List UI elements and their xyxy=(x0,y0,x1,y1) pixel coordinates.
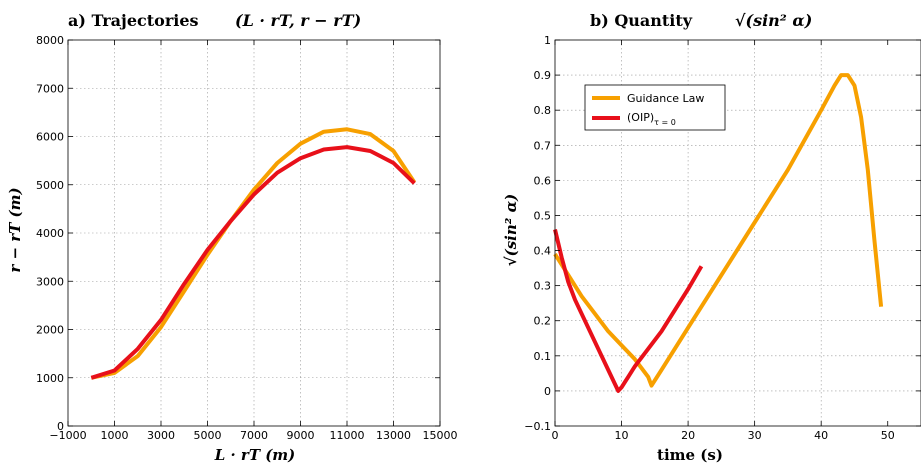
y-tick-label: 1000 xyxy=(36,372,64,385)
x-tick-label: 11000 xyxy=(330,429,365,442)
legend: Guidance Law (OIP)τ = 0 xyxy=(584,84,726,131)
x-tick-label: 20 xyxy=(681,429,695,442)
x-tick-label: 13000 xyxy=(376,429,411,442)
y-tick-label: 0.5 xyxy=(534,209,552,222)
y-tick-label: 0 xyxy=(544,385,551,398)
panel-b-quantity: b) Quantity √(sin² α) 0 10 20 30 40 50−0.100.… xyxy=(502,11,921,464)
y-tick-label: 7000 xyxy=(36,82,64,95)
panel-a-plot: −1000 1000 3000 5000 7000 9000 11000 13000 15000… xyxy=(36,34,458,442)
y-tick-label: 0.8 xyxy=(534,104,552,117)
panel-b-plot: 0 10 20 30 40 50−0.100.10.20.30.40.50.60.70.8… xyxy=(524,34,921,442)
panel-b-title-math: √(sin² α) xyxy=(735,11,812,30)
y-tick-label: 3000 xyxy=(36,275,64,288)
panel-b-title-prefix: b) Quantity xyxy=(590,11,693,30)
y-tick-label: 0.7 xyxy=(534,139,552,152)
x-tick-label: 7000 xyxy=(240,429,268,442)
y-tick-label: 1 xyxy=(544,34,551,47)
x-tick-label: 1000 xyxy=(101,429,129,442)
y-tick-label: 6000 xyxy=(36,131,64,144)
legend-label-oip: (OIP)τ = 0 xyxy=(627,111,676,127)
panel-a-xlabel: L · rT (m) xyxy=(214,446,296,464)
y-tick-label: 2000 xyxy=(36,324,64,337)
y-tick-label: 8000 xyxy=(36,34,64,47)
y-tick-label: 0.4 xyxy=(534,245,552,258)
panel-b-ylabel: √(sin² α) xyxy=(502,194,520,266)
panel-a-title-prefix: a) Trajectories xyxy=(68,11,199,30)
legend-label-guidance-law: Guidance Law xyxy=(627,92,704,105)
x-tick-label: 50 xyxy=(881,429,895,442)
x-tick-label: 3000 xyxy=(147,429,175,442)
x-tick-label: −1000 xyxy=(49,429,86,442)
y-tick-label: 4000 xyxy=(36,227,64,240)
y-tick-label: 0.3 xyxy=(534,280,552,293)
plot-frame xyxy=(554,39,921,427)
y-tick-label: −0.1 xyxy=(524,420,551,433)
legend-label-oip-main: (OIP) xyxy=(627,111,654,124)
series-line-1 xyxy=(553,229,704,393)
x-tick-label: 40 xyxy=(814,429,828,442)
panel-b-xlabel: time (s) xyxy=(657,446,723,464)
series-line-1 xyxy=(90,145,416,380)
series-line-0 xyxy=(553,73,884,388)
x-tick-label: 9000 xyxy=(287,429,315,442)
y-tick-label: 0.9 xyxy=(534,69,552,82)
panel-a-trajectories: a) Trajectories (L · rT, r − rT) −1000 10… xyxy=(6,11,458,464)
x-tick-label: 5000 xyxy=(194,429,222,442)
series-line-0 xyxy=(90,127,417,380)
y-tick-label: 5000 xyxy=(36,179,64,192)
legend-label-oip-sub: τ = 0 xyxy=(654,118,676,127)
panel-a-title-math: (L · rT, r − rT) xyxy=(235,11,361,30)
legend-box xyxy=(584,84,726,131)
y-tick-label: 0.6 xyxy=(534,174,552,187)
x-tick-label: 10 xyxy=(615,429,629,442)
panel-a-ylabel: r − rT (m) xyxy=(6,187,24,272)
x-tick-label: 0 xyxy=(552,429,559,442)
y-tick-label: 0.1 xyxy=(534,350,552,363)
y-tick-label: 0.2 xyxy=(534,315,552,328)
x-tick-label: 30 xyxy=(748,429,762,442)
x-tick-label: 15000 xyxy=(423,429,458,442)
y-tick-label: 0 xyxy=(57,420,64,433)
